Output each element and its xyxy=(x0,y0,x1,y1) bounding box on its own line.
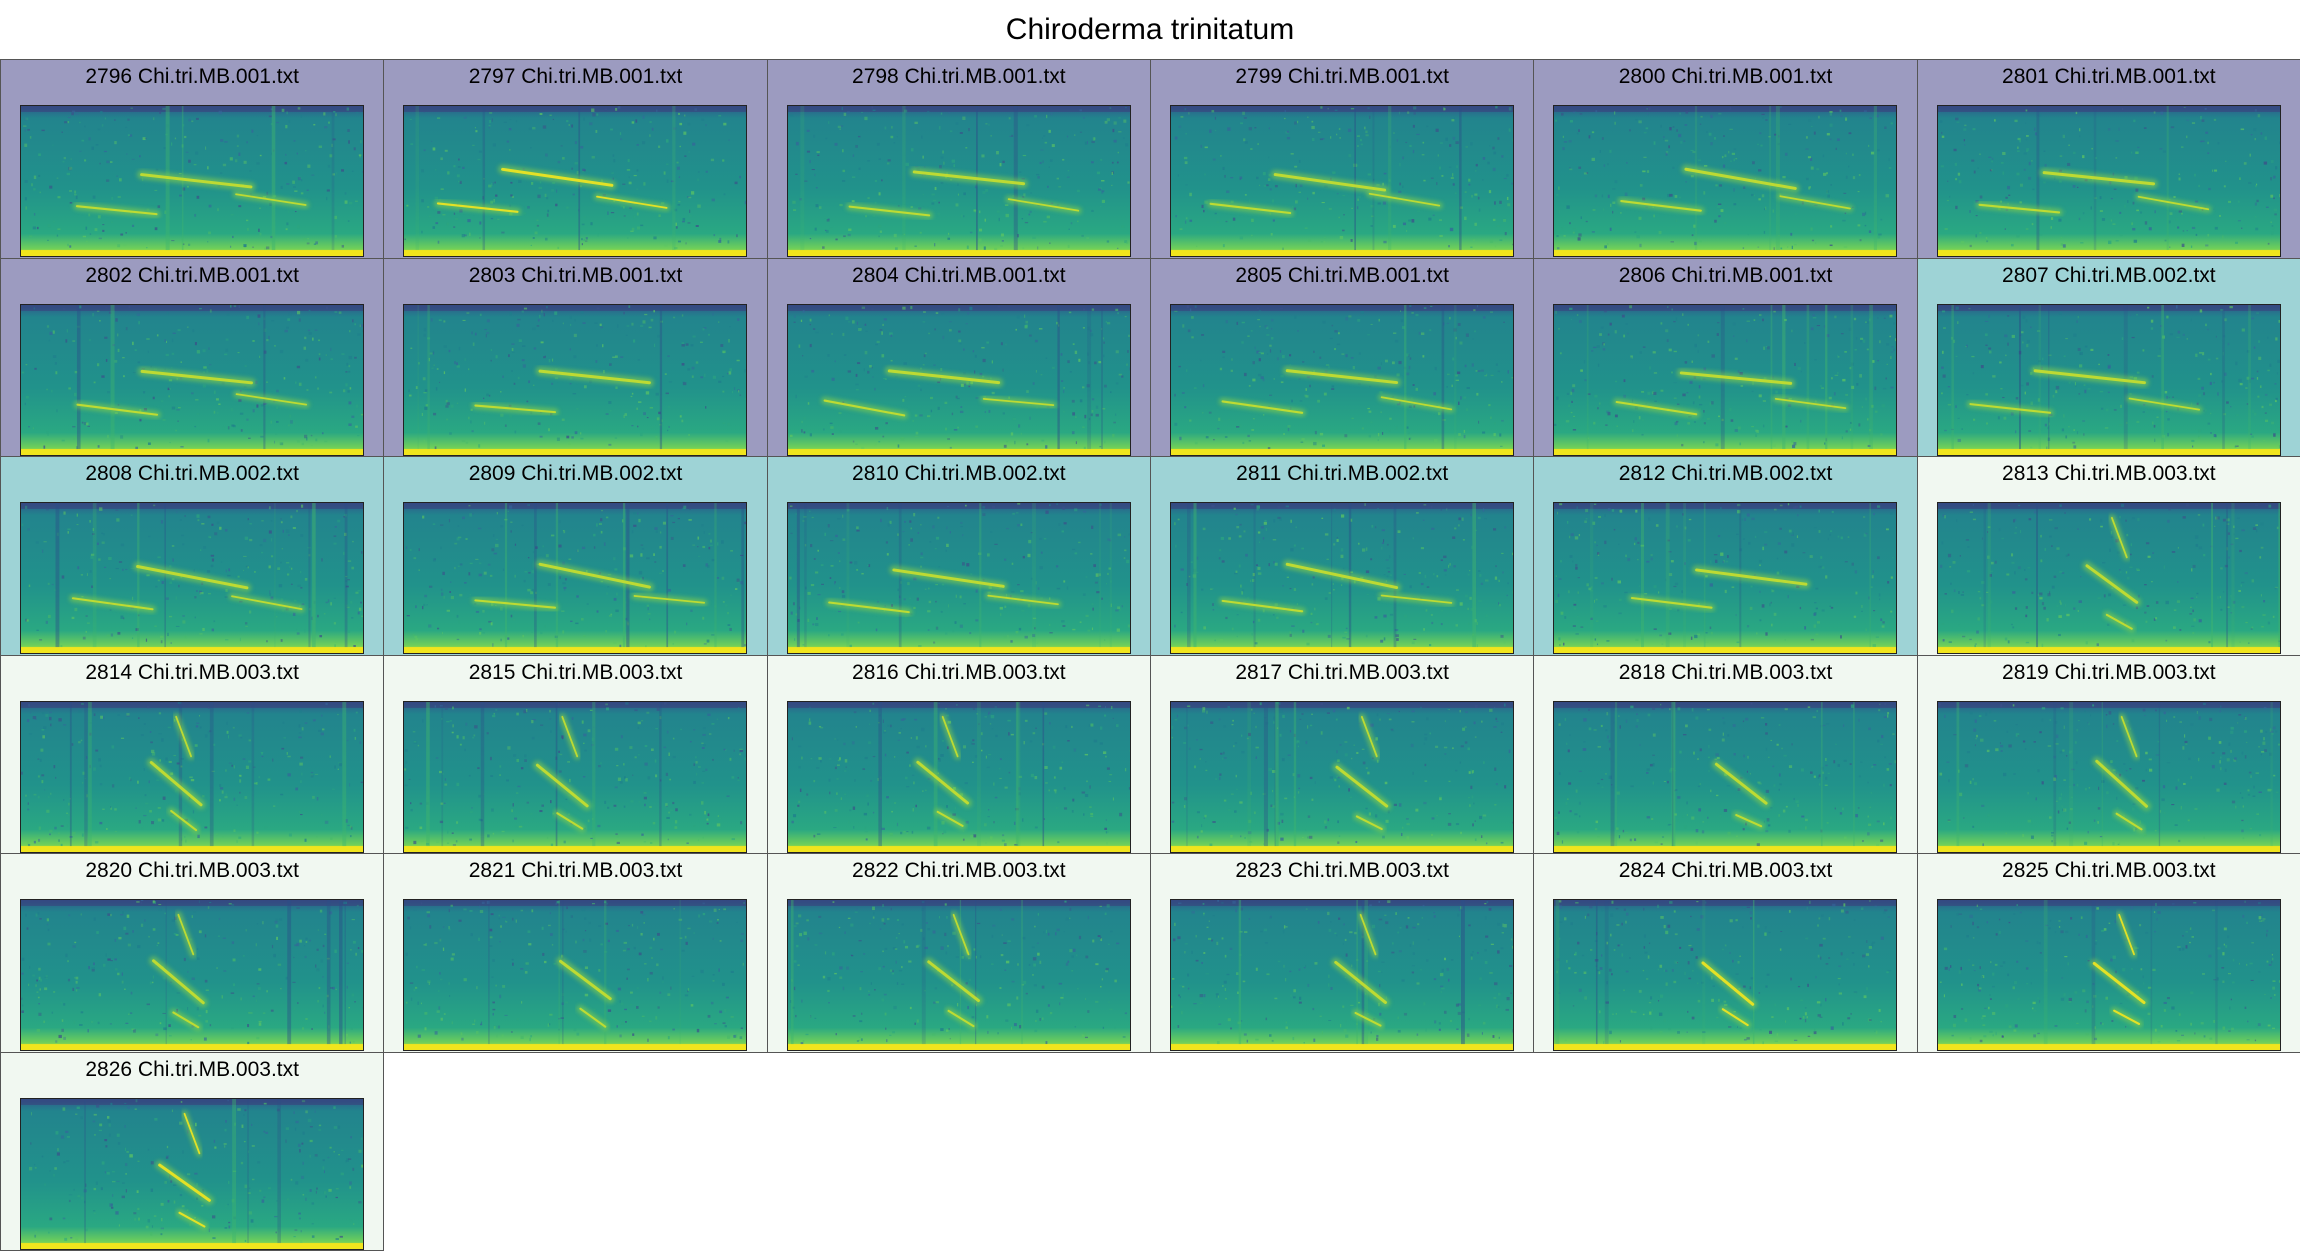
spectrogram-panel: 2813 Chi.tri.MB.003.txt xyxy=(1917,456,2300,656)
spectrogram-image xyxy=(1937,105,2281,257)
spectrogram-panel: 2797 Chi.tri.MB.001.txt xyxy=(383,59,767,259)
spectrogram-panel: 2823 Chi.tri.MB.003.txt xyxy=(1150,853,1534,1053)
spectrogram-image xyxy=(1553,105,1897,257)
panel-label: 2805 Chi.tri.MB.001.txt xyxy=(1151,263,1533,289)
panel-label: 2800 Chi.tri.MB.001.txt xyxy=(1534,64,1916,90)
spectrogram-image xyxy=(1170,701,1514,853)
panel-label: 2826 Chi.tri.MB.003.txt xyxy=(1,1057,383,1083)
spectrogram-panel: 2803 Chi.tri.MB.001.txt xyxy=(383,258,767,458)
spectrogram-panel: 2806 Chi.tri.MB.001.txt xyxy=(1533,258,1917,458)
spectrogram-image xyxy=(403,105,747,257)
panel-label: 2816 Chi.tri.MB.003.txt xyxy=(768,660,1150,686)
spectrogram-image xyxy=(403,502,747,654)
panel-label: 2817 Chi.tri.MB.003.txt xyxy=(1151,660,1533,686)
spectrogram-panel: 2820 Chi.tri.MB.003.txt xyxy=(0,853,384,1053)
spectrogram-panel: 2800 Chi.tri.MB.001.txt xyxy=(1533,59,1917,259)
panel-label: 2809 Chi.tri.MB.002.txt xyxy=(384,461,766,487)
spectrogram-image xyxy=(1170,899,1514,1051)
spectrogram-panel: 2812 Chi.tri.MB.002.txt xyxy=(1533,456,1917,656)
spectrogram-panel: 2817 Chi.tri.MB.003.txt xyxy=(1150,655,1534,855)
panel-label: 2823 Chi.tri.MB.003.txt xyxy=(1151,858,1533,884)
spectrogram-panel: 2815 Chi.tri.MB.003.txt xyxy=(383,655,767,855)
panel-label: 2813 Chi.tri.MB.003.txt xyxy=(1918,461,2300,487)
panel-label: 2824 Chi.tri.MB.003.txt xyxy=(1534,858,1916,884)
spectrogram-panel: 2825 Chi.tri.MB.003.txt xyxy=(1917,853,2300,1053)
spectrogram-panel: 2799 Chi.tri.MB.001.txt xyxy=(1150,59,1534,259)
spectrogram-image xyxy=(1937,304,2281,456)
spectrogram-image xyxy=(787,304,1131,456)
spectrogram-image xyxy=(787,105,1131,257)
spectrogram-panel: 2802 Chi.tri.MB.001.txt xyxy=(0,258,384,458)
spectrogram-image xyxy=(1170,304,1514,456)
spectrogram-panel: 2796 Chi.tri.MB.001.txt xyxy=(0,59,384,259)
panel-label: 2821 Chi.tri.MB.003.txt xyxy=(384,858,766,884)
panel-label: 2812 Chi.tri.MB.002.txt xyxy=(1534,461,1916,487)
spectrogram-image xyxy=(20,701,364,853)
spectrogram-panel: 2801 Chi.tri.MB.001.txt xyxy=(1917,59,2300,259)
spectrogram-panel: 2816 Chi.tri.MB.003.txt xyxy=(767,655,1151,855)
panel-label: 2803 Chi.tri.MB.001.txt xyxy=(384,263,766,289)
spectrogram-image xyxy=(403,304,747,456)
spectrogram-image xyxy=(1170,105,1514,257)
spectrogram-image xyxy=(1553,701,1897,853)
spectrogram-image xyxy=(1553,304,1897,456)
spectrogram-image xyxy=(1937,701,2281,853)
spectrogram-panel: 2819 Chi.tri.MB.003.txt xyxy=(1917,655,2300,855)
spectrogram-panel: 2808 Chi.tri.MB.002.txt xyxy=(0,456,384,656)
panel-label: 2825 Chi.tri.MB.003.txt xyxy=(1918,858,2300,884)
panel-label: 2798 Chi.tri.MB.001.txt xyxy=(768,64,1150,90)
spectrogram-image xyxy=(20,502,364,654)
spectrogram-panel: 2810 Chi.tri.MB.002.txt xyxy=(767,456,1151,656)
spectrogram-image xyxy=(20,899,364,1051)
panel-label: 2808 Chi.tri.MB.002.txt xyxy=(1,461,383,487)
panel-label: 2822 Chi.tri.MB.003.txt xyxy=(768,858,1150,884)
chart-title: Chiroderma trinitatum xyxy=(0,10,2300,50)
panel-label: 2796 Chi.tri.MB.001.txt xyxy=(1,64,383,90)
spectrogram-panel: 2807 Chi.tri.MB.002.txt xyxy=(1917,258,2300,458)
spectrogram-image xyxy=(1553,899,1897,1051)
spectrogram-panel: 2805 Chi.tri.MB.001.txt xyxy=(1150,258,1534,458)
spectrogram-image xyxy=(1170,502,1514,654)
panel-label: 2820 Chi.tri.MB.003.txt xyxy=(1,858,383,884)
panel-label: 2801 Chi.tri.MB.001.txt xyxy=(1918,64,2300,90)
spectrogram-panel: 2804 Chi.tri.MB.001.txt xyxy=(767,258,1151,458)
spectrogram-image xyxy=(403,899,747,1051)
panel-label: 2810 Chi.tri.MB.002.txt xyxy=(768,461,1150,487)
panel-label: 2818 Chi.tri.MB.003.txt xyxy=(1534,660,1916,686)
spectrogram-image xyxy=(1553,502,1897,654)
panel-label: 2799 Chi.tri.MB.001.txt xyxy=(1151,64,1533,90)
spectrogram-image xyxy=(1937,502,2281,654)
spectrogram-image xyxy=(20,1098,364,1250)
panel-label: 2814 Chi.tri.MB.003.txt xyxy=(1,660,383,686)
spectrogram-panel: 2824 Chi.tri.MB.003.txt xyxy=(1533,853,1917,1053)
spectrogram-panel: 2821 Chi.tri.MB.003.txt xyxy=(383,853,767,1053)
panel-label: 2797 Chi.tri.MB.001.txt xyxy=(384,64,766,90)
spectrogram-panel: 2822 Chi.tri.MB.003.txt xyxy=(767,853,1151,1053)
panel-label: 2806 Chi.tri.MB.001.txt xyxy=(1534,263,1916,289)
spectrogram-image xyxy=(1937,899,2281,1051)
spectrogram-panel: 2814 Chi.tri.MB.003.txt xyxy=(0,655,384,855)
panel-label: 2811 Chi.tri.MB.002.txt xyxy=(1151,461,1533,487)
spectrogram-panel: 2798 Chi.tri.MB.001.txt xyxy=(767,59,1151,259)
spectrogram-panel: 2811 Chi.tri.MB.002.txt xyxy=(1150,456,1534,656)
panel-label: 2819 Chi.tri.MB.003.txt xyxy=(1918,660,2300,686)
spectrogram-image xyxy=(787,701,1131,853)
spectrogram-image xyxy=(787,899,1131,1051)
panel-label: 2807 Chi.tri.MB.002.txt xyxy=(1918,263,2300,289)
spectrogram-panel: 2809 Chi.tri.MB.002.txt xyxy=(383,456,767,656)
panel-label: 2804 Chi.tri.MB.001.txt xyxy=(768,263,1150,289)
spectrogram-image xyxy=(787,502,1131,654)
spectrogram-panel: 2818 Chi.tri.MB.003.txt xyxy=(1533,655,1917,855)
spectrogram-panel: 2826 Chi.tri.MB.003.txt xyxy=(0,1052,384,1251)
spectrogram-image xyxy=(403,701,747,853)
panel-label: 2815 Chi.tri.MB.003.txt xyxy=(384,660,766,686)
panel-label: 2802 Chi.tri.MB.001.txt xyxy=(1,263,383,289)
spectrogram-image xyxy=(20,105,364,257)
spectrogram-image xyxy=(20,304,364,456)
